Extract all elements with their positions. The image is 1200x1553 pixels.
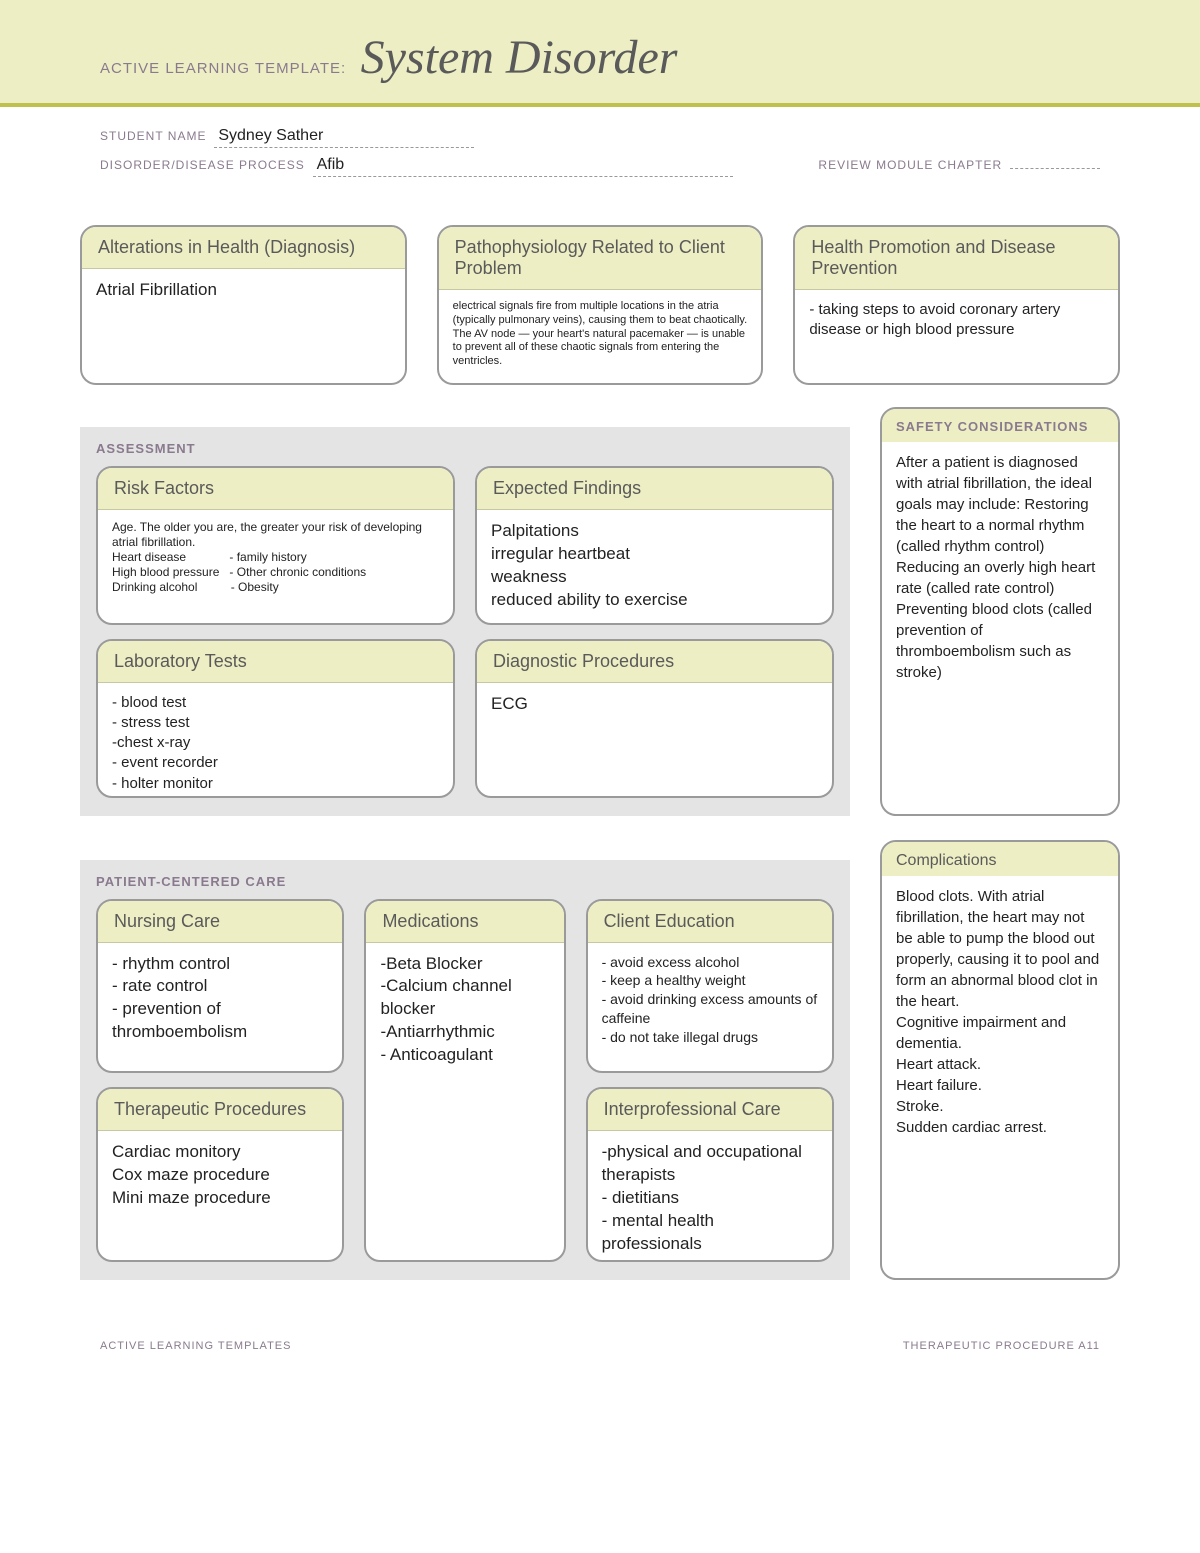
patho-body: electrical signals fire from multiple lo… <box>439 290 762 383</box>
footer-right: THERAPEUTIC PROCEDURE A11 <box>903 1340 1100 1352</box>
expected-body: Palpitations irregular heartbeat weaknes… <box>477 510 832 625</box>
labs-body: - blood test - stress test -chest x-ray … <box>98 683 453 798</box>
header-band: ACTIVE LEARNING TEMPLATE: System Disorde… <box>0 0 1200 107</box>
edu-card: Client Education - avoid excess alcohol … <box>586 899 834 1074</box>
pcc-section: PATIENT-CENTERED CARE Nursing Care - rhy… <box>80 860 850 1280</box>
safety-title: SAFETY CONSIDERATIONS <box>882 409 1118 442</box>
pcc-title: PATIENT-CENTERED CARE <box>96 874 834 889</box>
safety-card: SAFETY CONSIDERATIONS After a patient is… <box>880 407 1120 816</box>
review-value <box>1010 166 1100 169</box>
safety-body: After a patient is diagnosed with atrial… <box>882 442 1118 697</box>
complications-card: Complications Blood clots. With atrial f… <box>880 840 1120 1280</box>
page: ACTIVE LEARNING TEMPLATE: System Disorde… <box>0 0 1200 1422</box>
promotion-card: Health Promotion and Disease Prevention … <box>793 225 1120 385</box>
header-title: System Disorder <box>361 30 678 85</box>
pcc-layout: PATIENT-CENTERED CARE Nursing Care - rhy… <box>80 840 1120 1280</box>
alterations-card: Alterations in Health (Diagnosis) Atrial… <box>80 225 407 385</box>
complications-body: Blood clots. With atrial fibrillation, t… <box>882 876 1118 1152</box>
meds-title: Medications <box>366 901 563 943</box>
promotion-body: - taking steps to avoid coronary artery … <box>795 290 1118 355</box>
meta-block: STUDENT NAME Sydney Sather DISORDER/DISE… <box>0 107 1200 195</box>
student-name-label: STUDENT NAME <box>100 129 206 143</box>
edu-title: Client Education <box>588 901 832 943</box>
assessment-title: ASSESSMENT <box>96 441 834 456</box>
review-label: REVIEW MODULE CHAPTER <box>818 158 1002 172</box>
footer: ACTIVE LEARNING TEMPLATES THERAPEUTIC PR… <box>0 1280 1200 1382</box>
nursing-title: Nursing Care <box>98 901 342 943</box>
inter-body: -physical and occupational therapists - … <box>588 1131 832 1262</box>
top-row: Alterations in Health (Diagnosis) Atrial… <box>80 225 1120 385</box>
risk-card: Risk Factors Age. The older you are, the… <box>96 466 455 625</box>
expected-title: Expected Findings <box>477 468 832 510</box>
risk-body: Age. The older you are, the greater your… <box>98 510 453 609</box>
patho-title: Pathophysiology Related to Client Proble… <box>439 227 762 290</box>
assessment-layout: ASSESSMENT Risk Factors Age. The older y… <box>80 407 1120 816</box>
content: Alterations in Health (Diagnosis) Atrial… <box>0 195 1200 1280</box>
complications-title: Complications <box>882 842 1118 876</box>
header-label: ACTIVE LEARNING TEMPLATE: <box>100 60 346 77</box>
inter-card: Interprofessional Care -physical and occ… <box>586 1087 834 1262</box>
risk-title: Risk Factors <box>98 468 453 510</box>
therapeutic-title: Therapeutic Procedures <box>98 1089 342 1131</box>
disorder-label: DISORDER/DISEASE PROCESS <box>100 158 305 172</box>
meds-card: Medications -Beta Blocker -Calcium chann… <box>364 899 565 1262</box>
inter-title: Interprofessional Care <box>588 1089 832 1131</box>
diag-card: Diagnostic Procedures ECG <box>475 639 834 798</box>
assessment-section: ASSESSMENT Risk Factors Age. The older y… <box>80 427 850 816</box>
alterations-body: Atrial Fibrillation <box>82 269 405 316</box>
patho-card: Pathophysiology Related to Client Proble… <box>437 225 764 385</box>
labs-title: Laboratory Tests <box>98 641 453 683</box>
diag-body: ECG <box>477 683 832 793</box>
student-name-value: Sydney Sather <box>214 127 474 148</box>
meds-body: -Beta Blocker -Calcium channel blocker -… <box>366 943 563 1082</box>
edu-body: - avoid excess alcohol - keep a healthy … <box>588 943 832 1061</box>
alterations-title: Alterations in Health (Diagnosis) <box>82 227 405 269</box>
nursing-body: - rhythm control - rate control - preven… <box>98 943 342 1059</box>
footer-left: ACTIVE LEARNING TEMPLATES <box>100 1340 291 1352</box>
therapeutic-body: Cardiac monitory Cox maze procedure Mini… <box>98 1131 342 1224</box>
nursing-card: Nursing Care - rhythm control - rate con… <box>96 899 344 1074</box>
promotion-title: Health Promotion and Disease Prevention <box>795 227 1118 290</box>
therapeutic-card: Therapeutic Procedures Cardiac monitory … <box>96 1087 344 1262</box>
disorder-value: Afib <box>313 156 733 177</box>
expected-card: Expected Findings Palpitations irregular… <box>475 466 834 625</box>
diag-title: Diagnostic Procedures <box>477 641 832 683</box>
labs-card: Laboratory Tests - blood test - stress t… <box>96 639 455 798</box>
